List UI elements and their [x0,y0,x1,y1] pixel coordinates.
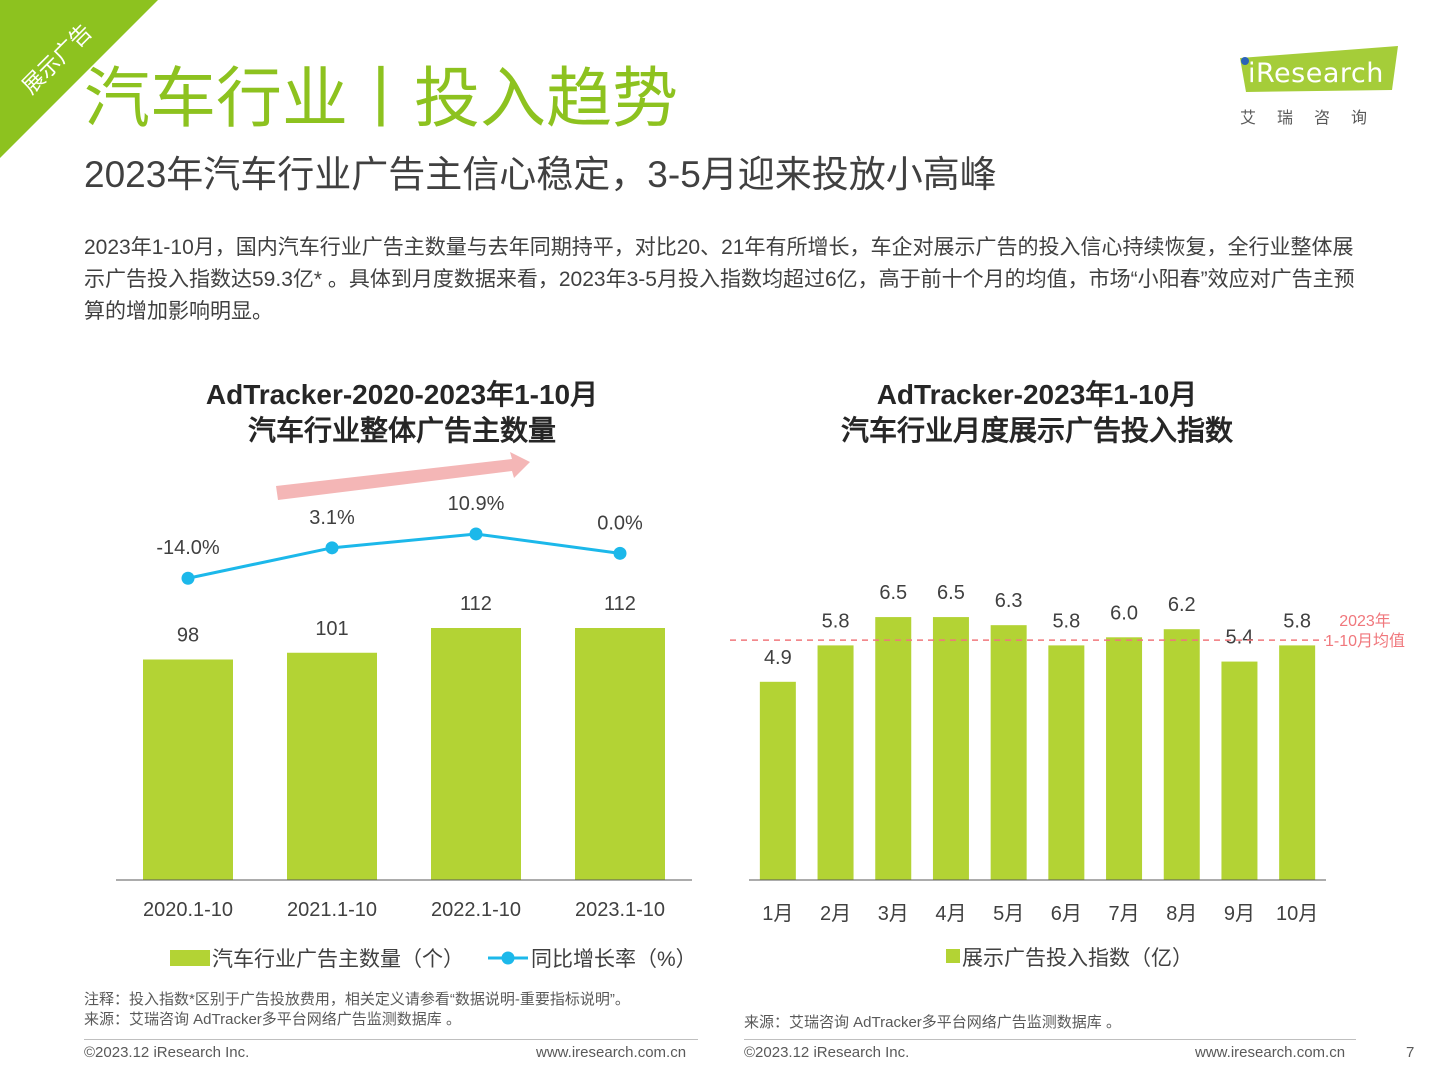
growth-label: 3.1% [309,507,355,529]
chart1-title-line1: AdTracker-2020-2023年1-10月 [205,379,599,410]
growth-point [181,571,195,585]
bar-value-label: 4.9 [764,647,792,669]
x-tick-label: 5月 [993,903,1024,925]
legend-swatch-bar [946,949,960,963]
bar-value-label: 5.8 [1283,610,1311,632]
x-tick-label: 1月 [762,903,793,925]
bar [1221,661,1258,880]
trend-arrow [276,452,530,500]
growth-label: 10.9% [448,493,505,515]
bar-value-label: 98 [177,625,199,647]
x-tick-label: 8月 [1166,903,1197,925]
footer-divider-right [744,1039,1356,1040]
intro-paragraph: 2023年1-10月，国内汽车行业广告主数量与去年同期持平，对比20、21年有所… [84,236,1355,323]
x-tick-label: 2021.1-10 [287,899,377,921]
bar [817,645,854,880]
source-line: 来源：艾瑞咨询 AdTracker多平台网络广告监测数据库 。 [84,1011,461,1028]
x-tick-label: 2022.1-10 [431,899,521,921]
bar [143,659,233,880]
bar [1048,645,1085,880]
footer-url-right: www.iresearch.com.cn [1195,1044,1346,1061]
growth-point [325,541,339,555]
bar-value-label: 101 [315,618,348,640]
bar-value-label: 5.8 [1052,610,1080,632]
growth-point [469,527,483,541]
bar-value-label: 112 [604,593,636,615]
bar [575,628,665,880]
legend-swatch-dot [501,951,515,965]
average-label: 1-10月均值 [1325,632,1405,650]
bar-value-label: 6.5 [879,582,907,604]
logo-chinese: 艾瑞咨询 [1240,110,1389,127]
bar [287,652,377,880]
page-subtitle: 2023年汽车行业广告主信心稳定，3-5月迎来投放小高峰 [84,154,997,195]
x-tick-label: 2020.1-10 [143,899,233,921]
x-tick-label: 7月 [1108,903,1139,925]
average-label: 2023年 [1339,612,1391,630]
bar [875,617,912,880]
bar [1163,629,1200,880]
bar [1279,645,1316,880]
bar-value-label: 6.5 [937,582,965,604]
legend-swatch-bar [170,950,210,966]
bar-value-label: 6.3 [995,590,1023,612]
x-tick-label: 3月 [878,903,909,925]
page-number: 7 [1406,1044,1415,1061]
footer-copyright-right: ©2023.12 iResearch Inc. [744,1044,910,1061]
bar-value-label: 5.8 [822,610,850,632]
chart1-title-line2: 汽车行业整体广告主数量 [247,415,556,446]
bar [431,628,521,880]
bar-value-label: 6.0 [1110,602,1138,624]
legend-label-line: 同比增长率（%） [531,948,697,971]
bar [990,625,1027,880]
iresearch-logo: iResearch 艾瑞咨询 [1236,44,1406,134]
bar [1106,637,1143,880]
growth-label: -14.0% [156,537,220,559]
legend-label-bar: 汽车行业广告主数量（个） [212,948,464,971]
growth-point [613,546,627,560]
logo-brand: iResearch [1248,58,1384,89]
legend-label-bar: 展示广告投入指数（亿） [962,947,1193,970]
x-tick-label: 9月 [1224,903,1255,925]
footer-copyright-left: ©2023.12 iResearch Inc. [84,1044,250,1061]
footer-divider-left [84,1039,698,1040]
growth-line [187,532,621,580]
chart2-title-line1: AdTracker-2023年1-10月 [876,379,1198,410]
source-line-right: 来源：艾瑞咨询 AdTracker多平台网络广告监测数据库 。 [744,1014,1121,1031]
bar-value-label: 5.4 [1226,627,1254,649]
chart1-title: AdTracker-2020-2023年1-10月 汽车行业整体广告主数量 [112,377,692,449]
note-line: 注释：投入指数*区别于广告投放费用，相关定义请参看“数据说明-重要指标说明”。 [84,991,630,1008]
bar-value-label: 6.2 [1168,594,1196,616]
notes: 注释：投入指数*区别于广告投放费用，相关定义请参看“数据说明-重要指标说明”。 … [84,990,630,1030]
footer-url-left: www.iresearch.com.cn [536,1044,687,1061]
x-tick-label: 10月 [1276,903,1318,925]
bar [932,617,969,880]
bar-value-label: 112 [460,593,492,615]
bar [759,681,796,880]
x-tick-label: 4月 [935,903,966,925]
chart2-title-line2: 汽车行业月度展示广告投入指数 [840,415,1233,446]
page-title: 汽车行业丨投入趋势 [84,61,678,135]
x-tick-label: 2月 [820,903,851,925]
corner-ribbon: 展示广告 [0,0,158,158]
x-tick-label: 2023.1-10 [575,899,665,921]
chart2-title: AdTracker-2023年1-10月 汽车行业月度展示广告投入指数 [740,377,1334,449]
growth-label: 0.0% [597,512,643,534]
x-tick-label: 6月 [1051,903,1082,925]
